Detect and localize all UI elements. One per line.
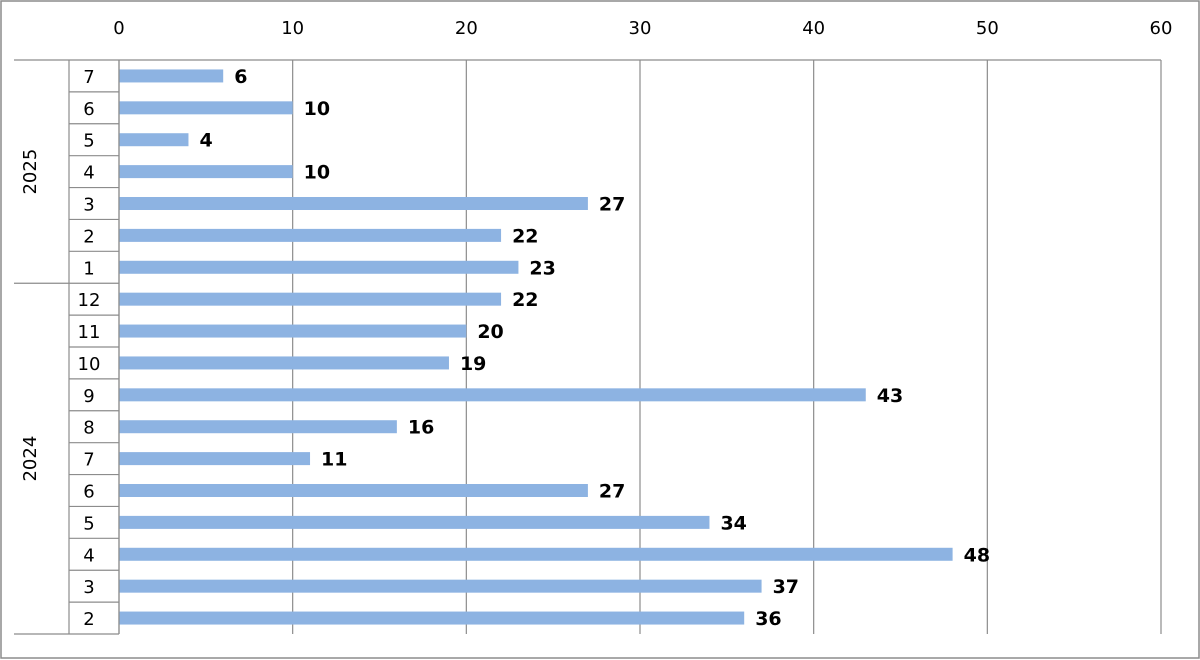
x-tick-label: 40	[802, 18, 825, 39]
x-tick-label: 20	[455, 18, 478, 39]
data-label: 19	[460, 353, 486, 375]
category-label: 2	[83, 226, 94, 247]
data-label: 48	[964, 544, 990, 566]
data-label: 27	[599, 194, 625, 216]
data-label: 23	[529, 257, 555, 279]
category-label: 5	[83, 131, 94, 152]
bar	[119, 69, 224, 83]
data-labels: 6 10 4 10 27 22 23 22 20 19 43 16 11 27 34 48 37 36	[199, 66, 990, 630]
x-axis-ticks: 0 10 20 30 40 50 60	[113, 18, 1172, 39]
category-label: 12	[78, 290, 101, 311]
data-label: 10	[304, 98, 330, 120]
category-axis: 7 6 5 4 3 2 1 12 11 10 9 8 7 6 5 4 3 2 2025 2024	[14, 60, 120, 635]
bar	[119, 292, 502, 306]
bar	[119, 324, 467, 338]
category-label: 4	[83, 163, 94, 184]
category-label: 7	[83, 450, 94, 471]
category-label: 3	[83, 195, 94, 216]
bar	[119, 452, 311, 466]
group-label-2024: 2024	[20, 436, 41, 482]
x-tick-label: 30	[629, 18, 652, 39]
bar	[119, 133, 189, 147]
category-label: 1	[83, 258, 94, 279]
x-tick-label: 0	[113, 18, 124, 39]
category-label: 2	[83, 609, 94, 630]
data-label: 37	[773, 576, 799, 598]
bar	[119, 356, 449, 370]
category-label: 6	[83, 99, 94, 120]
data-label: 22	[512, 289, 538, 311]
bar	[119, 197, 588, 210]
bar	[119, 579, 762, 593]
category-label: 8	[83, 418, 94, 439]
data-label: 22	[512, 225, 538, 247]
x-tick-label: 50	[976, 18, 999, 39]
group-label-2025: 2025	[20, 149, 41, 195]
data-label: 10	[304, 162, 330, 184]
data-label: 4	[199, 130, 212, 152]
category-label: 5	[83, 513, 94, 534]
category-label: 4	[83, 545, 94, 566]
bar	[119, 547, 953, 561]
category-label: 7	[83, 67, 94, 88]
bar	[119, 388, 866, 402]
data-label: 27	[599, 481, 625, 503]
data-label: 36	[755, 608, 781, 630]
category-label: 10	[78, 354, 101, 375]
category-label: 3	[83, 577, 94, 598]
bars	[119, 69, 953, 625]
category-label: 9	[83, 386, 94, 407]
data-label: 6	[234, 66, 247, 88]
category-label: 6	[83, 482, 94, 503]
x-tick-label: 60	[1150, 18, 1173, 39]
bar	[119, 420, 397, 434]
bar	[119, 228, 502, 242]
data-label: 16	[408, 417, 434, 439]
bar	[119, 165, 293, 179]
x-tick-label: 10	[281, 18, 304, 39]
bar	[119, 611, 745, 625]
bar	[119, 515, 710, 529]
bar	[119, 101, 293, 115]
data-label: 20	[477, 321, 503, 343]
bar	[119, 260, 519, 274]
data-label: 43	[877, 385, 903, 407]
bar	[119, 484, 588, 497]
category-label: 11	[78, 322, 101, 343]
data-label: 34	[720, 512, 746, 534]
data-label: 11	[321, 449, 347, 471]
